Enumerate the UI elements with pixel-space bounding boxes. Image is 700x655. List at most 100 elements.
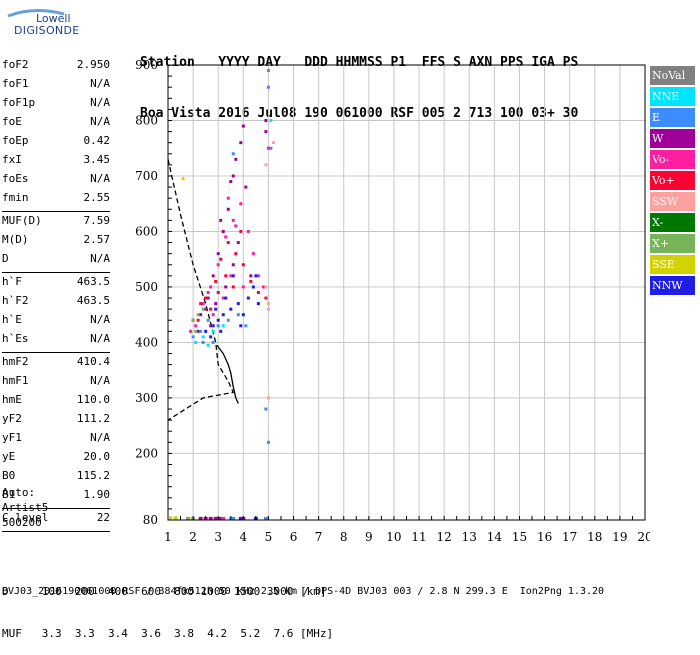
echo-point: [241, 313, 245, 317]
echo-point: [249, 279, 253, 283]
x-tick-label: 6: [290, 530, 298, 544]
param-label: h`Es: [2, 332, 29, 345]
echo-point: [239, 229, 243, 233]
polarization-legend: NoVal NNE E W Vo- Vo+ SSW X- X+ SSE NNW: [650, 66, 695, 297]
param-label: h`F2: [2, 294, 29, 307]
echo-point: [234, 157, 238, 161]
param-row: foEp 0.42: [2, 134, 110, 153]
plot-frame: [167, 64, 646, 521]
chart-axes: 1 2 3 4 5 6 7 8 9 10 11 12 13 14 15 16 17 18 19 20802003004…: [135, 58, 650, 544]
param-label: foE: [2, 115, 22, 128]
echo-point: [196, 329, 200, 333]
y-tick-label: 400: [135, 335, 158, 349]
param-row: C-level 22: [2, 511, 110, 530]
y-tick-label: 300: [135, 391, 158, 405]
baseline-point: [221, 516, 226, 520]
baseline-point: [263, 516, 268, 520]
param-label: foEs: [2, 172, 29, 185]
param-row: MUF(D) 7.59: [2, 214, 110, 233]
echo-point: [214, 302, 218, 306]
param-label: fxI: [2, 153, 22, 166]
echo-point: [241, 285, 245, 289]
echo-point: [211, 313, 215, 317]
echo-point: [256, 274, 260, 278]
param-label: foEp: [2, 134, 29, 147]
legend-item: NNE: [650, 87, 695, 106]
y-tick-label: 500: [135, 280, 158, 294]
param-row: h`E N/A: [2, 313, 110, 332]
ionogram-chart: 1 2 3 4 5 6 7 8 9 10 11 12 13 14 15 16 17 18 19 20802003004…: [135, 58, 650, 544]
x-tick-label: 4: [239, 530, 247, 544]
echo-point: [251, 252, 255, 256]
echo-point: [231, 174, 235, 178]
divider: [2, 352, 110, 353]
echo-point: [221, 324, 225, 328]
param-value: 2.950: [76, 58, 110, 71]
echo-point: [239, 202, 243, 206]
echo-point: [209, 335, 213, 339]
x-tick-label: 10: [386, 530, 401, 544]
echo-point: [194, 340, 198, 344]
param-value: 463.5: [76, 294, 110, 307]
echo-point: [264, 118, 268, 122]
echo-point: [229, 180, 233, 184]
echo-point: [246, 229, 250, 233]
digisonde-logo: [4, 6, 76, 40]
echo-point: [239, 324, 243, 328]
param-value: 7.59: [83, 214, 111, 227]
echo-point: [201, 335, 205, 339]
echo-point: [266, 146, 270, 150]
param-row: hmE 110.0: [2, 393, 110, 412]
baseline-point: [198, 516, 203, 520]
echo-point: [231, 263, 235, 267]
y-tick-label: 200: [135, 446, 158, 460]
echo-point: [221, 313, 225, 317]
echo-point: [211, 340, 215, 344]
y-tick-label: 80: [143, 513, 158, 527]
x-tick-label: 12: [437, 530, 452, 544]
param-group-critical-frequencies: foF2 2.950 foF1 N/A foF1p N/A foE N/A foEp 0.42 fx…: [2, 58, 110, 210]
param-label: yF1: [2, 431, 22, 444]
echo-point: [226, 241, 230, 245]
profile-dashed-line: [167, 159, 235, 421]
echo-point: [204, 296, 208, 300]
echo-point: [224, 296, 228, 300]
y-tick-label: 600: [135, 224, 158, 238]
echo-point: [229, 307, 233, 311]
param-value: 0.42: [83, 134, 111, 147]
legend-item: X-: [650, 213, 695, 232]
echo-point: [269, 146, 273, 150]
legend-item: NNW: [650, 276, 695, 295]
param-row: hmF2 410.4: [2, 355, 110, 374]
echo-point: [266, 302, 270, 306]
echo-point: [214, 307, 218, 311]
echo-point: [264, 163, 268, 167]
legend-item: E: [650, 108, 695, 127]
echo-point: [264, 130, 268, 134]
echo-point: [219, 257, 223, 261]
echo-point: [231, 218, 235, 222]
param-row: B1 1.90: [2, 488, 110, 507]
echo-point: [221, 296, 225, 300]
echo-point: [191, 318, 195, 322]
echo-point: [256, 291, 260, 294]
baseline-point: [186, 516, 191, 520]
file-info-footer: BVJ03_2016190061000.RSF / 384fx512h 50 k…: [2, 586, 605, 597]
echo-point: [221, 229, 225, 233]
auto-label: Auto:: [2, 486, 36, 499]
echo-point: [239, 141, 243, 145]
param-label: hmF1: [2, 374, 29, 387]
echo-point: [236, 313, 240, 317]
x-tick-label: 19: [612, 530, 627, 544]
echo-point: [201, 307, 205, 311]
echo-point: [214, 279, 218, 283]
param-value: N/A: [90, 431, 110, 444]
param-label: h`E: [2, 313, 22, 326]
echo-point: [236, 302, 240, 306]
echo-point: [264, 296, 268, 300]
echo-point: [234, 224, 238, 228]
echo-point: [269, 118, 273, 122]
echo-point: [251, 285, 255, 289]
param-value: 110.0: [76, 393, 110, 406]
divider: [2, 211, 110, 212]
